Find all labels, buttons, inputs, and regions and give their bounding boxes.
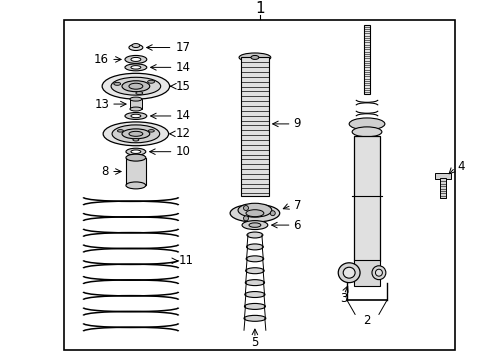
Text: 9: 9: [293, 117, 301, 130]
Ellipse shape: [230, 204, 279, 222]
Ellipse shape: [132, 44, 140, 48]
Ellipse shape: [245, 210, 264, 217]
Ellipse shape: [246, 244, 263, 250]
Ellipse shape: [133, 139, 139, 141]
Ellipse shape: [111, 77, 161, 95]
Ellipse shape: [238, 203, 271, 217]
Ellipse shape: [244, 315, 265, 321]
Bar: [241, 58, 268, 196]
Ellipse shape: [375, 269, 382, 276]
Text: 15: 15: [175, 80, 190, 93]
Bar: [353, 260, 379, 285]
Text: 10: 10: [175, 145, 190, 158]
Text: 13: 13: [94, 98, 109, 111]
Ellipse shape: [103, 122, 168, 146]
Ellipse shape: [351, 127, 381, 137]
Ellipse shape: [245, 280, 264, 285]
Bar: [130, 99, 142, 109]
Text: 14: 14: [175, 61, 190, 74]
Ellipse shape: [112, 125, 160, 143]
Ellipse shape: [242, 221, 267, 230]
Bar: [363, 25, 369, 94]
Text: 7: 7: [293, 199, 301, 212]
Ellipse shape: [246, 232, 263, 238]
Text: 5: 5: [251, 336, 258, 348]
Ellipse shape: [126, 182, 145, 189]
Bar: [353, 136, 379, 261]
Ellipse shape: [244, 303, 265, 309]
Ellipse shape: [114, 82, 121, 85]
Text: 16: 16: [94, 53, 109, 66]
Ellipse shape: [245, 256, 263, 262]
Text: 17: 17: [175, 41, 190, 54]
Ellipse shape: [348, 118, 384, 130]
Ellipse shape: [131, 114, 141, 118]
Ellipse shape: [131, 150, 141, 153]
Ellipse shape: [131, 58, 141, 62]
Ellipse shape: [130, 107, 142, 111]
Bar: [126, 158, 145, 185]
Ellipse shape: [248, 223, 260, 227]
Ellipse shape: [129, 131, 142, 136]
Ellipse shape: [129, 45, 142, 50]
Text: 4: 4: [456, 160, 464, 173]
Circle shape: [243, 206, 248, 211]
Circle shape: [243, 216, 248, 221]
Text: 11: 11: [178, 254, 193, 267]
Text: 3: 3: [340, 292, 347, 305]
Ellipse shape: [126, 154, 145, 161]
Ellipse shape: [244, 292, 264, 297]
Text: 8: 8: [102, 165, 109, 178]
Ellipse shape: [102, 73, 169, 99]
Ellipse shape: [122, 81, 149, 92]
Ellipse shape: [371, 266, 385, 280]
Ellipse shape: [148, 130, 154, 132]
Ellipse shape: [129, 83, 142, 89]
Ellipse shape: [122, 129, 149, 139]
Ellipse shape: [126, 148, 145, 155]
Ellipse shape: [136, 91, 142, 95]
Text: 1: 1: [255, 1, 264, 16]
Text: 6: 6: [293, 219, 301, 231]
Ellipse shape: [125, 112, 146, 120]
Bar: [64, 20, 454, 350]
Ellipse shape: [125, 55, 146, 63]
Text: 14: 14: [175, 109, 190, 122]
Ellipse shape: [131, 66, 141, 69]
Bar: [440, 179, 446, 198]
Ellipse shape: [250, 55, 258, 59]
Ellipse shape: [239, 53, 270, 62]
Ellipse shape: [245, 268, 264, 274]
Bar: [435, 172, 450, 179]
Text: 2: 2: [363, 314, 370, 327]
Text: 12: 12: [175, 127, 190, 140]
Ellipse shape: [125, 64, 146, 71]
Ellipse shape: [117, 130, 123, 132]
Ellipse shape: [343, 267, 354, 278]
Ellipse shape: [147, 80, 154, 83]
Ellipse shape: [338, 263, 359, 283]
Ellipse shape: [130, 97, 142, 101]
Circle shape: [270, 211, 275, 216]
